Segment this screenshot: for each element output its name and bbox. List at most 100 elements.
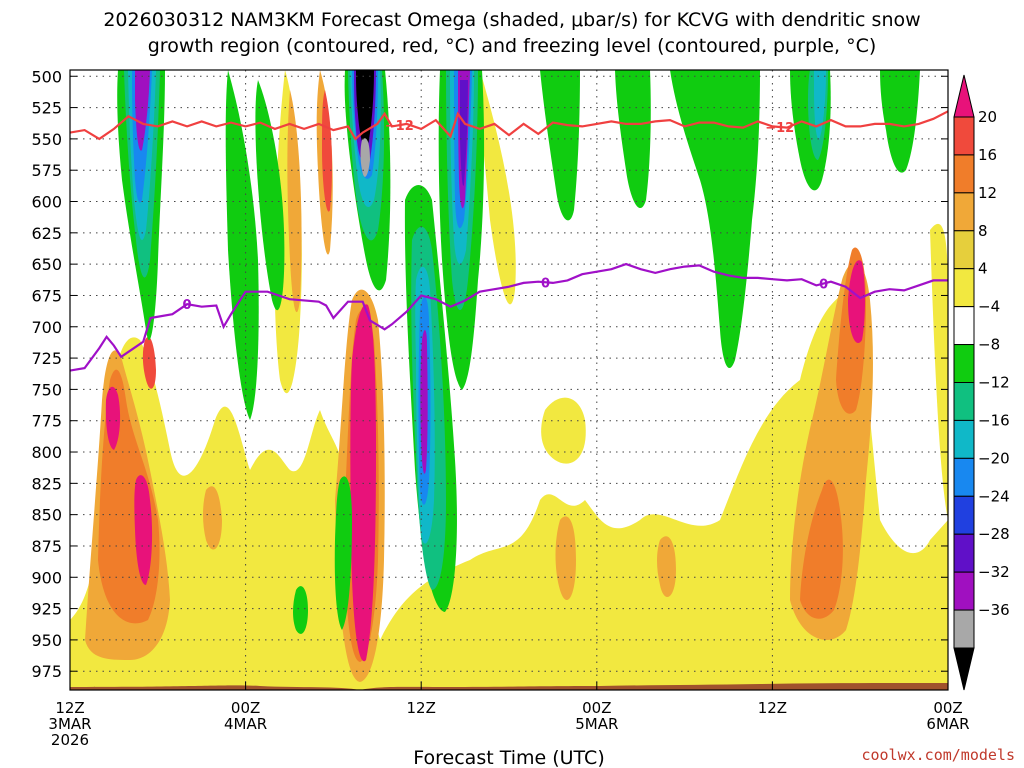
colorbar-label-4: 4 — [978, 260, 988, 278]
omega-region-darkorange-right — [800, 247, 866, 619]
colorbar-segment-6 — [953, 306, 975, 346]
colorbar-segment-3 — [953, 192, 975, 232]
y-tick-label-825: 825 — [31, 474, 62, 493]
colorbar-label-2: 12 — [978, 184, 997, 202]
y-tick-label-500: 500 — [31, 67, 62, 86]
omega-region-green-l — [293, 476, 352, 634]
x-tick-label-h36-1: 00Z — [582, 699, 611, 717]
frz-contour-label-0: 0 — [183, 298, 192, 313]
y-tick-label-550: 550 — [31, 130, 62, 149]
colorbar-label-0: 20 — [978, 108, 997, 126]
omega-core-magenta-left-upper — [105, 386, 121, 450]
omega-shading — [70, 70, 948, 690]
omega-region-cyan-right — [814, 70, 826, 140]
x-tick-label-h0-2: 3MAR — [48, 715, 91, 733]
colorbar-segment-8 — [953, 382, 975, 421]
dgz-contour-label-0: −12 — [385, 119, 414, 134]
colorbar-segment-4 — [953, 230, 975, 270]
y-tick-label-725: 725 — [31, 349, 62, 368]
freezing-level-contour — [70, 262, 948, 372]
x-tick-label-h36-2: 5MAR — [575, 715, 618, 733]
omega-region-scatter-yellow — [541, 397, 586, 464]
y-tick-label-700: 700 — [31, 318, 62, 337]
colorbar-segment-13 — [953, 571, 975, 611]
y-tick-label-675: 675 — [31, 286, 62, 305]
colorbar-segment-9 — [953, 419, 975, 459]
x-tick-label-h12-1: 00Z — [231, 699, 260, 717]
colorbar-label-9: −20 — [978, 449, 1010, 467]
omega-region-orange-upper-a — [287, 90, 302, 313]
y-tick-label-625: 625 — [31, 224, 62, 243]
x-tick-label-h0-1: 12Z — [55, 699, 84, 717]
omega-region-lowlevel-yellow — [70, 290, 948, 690]
omega-region-orange-low-spots — [203, 486, 676, 600]
omega-core-magenta-left-lower — [134, 475, 153, 585]
x-tick-label-h60-1: 00Z — [933, 699, 962, 717]
colorbar-label-6: −8 — [978, 336, 1000, 354]
colorbar-label-8: −16 — [978, 411, 1010, 429]
dgz-contour-label-1: −12 — [765, 121, 794, 136]
y-tick-label-800: 800 — [31, 443, 62, 462]
omega-core-purple-c — [420, 329, 428, 474]
colorbar-segment-1 — [953, 116, 975, 156]
x-tick-label-h24-1: 12Z — [407, 699, 436, 717]
y-tick-label-750: 750 — [31, 380, 62, 399]
y-tick-label-925: 925 — [31, 600, 62, 619]
credit-text: coolwx.com/models — [861, 746, 1015, 764]
omega-region-green-c — [255, 80, 285, 311]
colorbar-segment-7 — [953, 344, 975, 384]
y-axis: 500 525 550 575 600 625 650 675 700 725 750 775 800 8… — [31, 67, 948, 681]
colorbar-label-10: −24 — [978, 487, 1010, 505]
omega-core-magenta-mid — [350, 304, 376, 662]
chart-title-line2: growth region (contoured, red, °C) and f… — [148, 35, 877, 57]
omega-region-green-g — [540, 70, 580, 221]
colorbar-label-13: −36 — [978, 601, 1010, 619]
y-tick-label-850: 850 — [31, 506, 62, 525]
y-tick-label-775: 775 — [31, 412, 62, 431]
omega-region-green-k — [880, 70, 920, 173]
omega-core-magenta-right — [848, 260, 865, 344]
colorbar-segment-2 — [953, 154, 975, 194]
colorbar-label-1: 16 — [978, 146, 997, 164]
contour-labels: −12 −12 0 0 0 — [183, 119, 829, 313]
colorbar-segment-12 — [953, 533, 975, 573]
colorbar-label-3: 8 — [978, 222, 988, 240]
y-tick-label-875: 875 — [31, 537, 62, 556]
chart-title-line1: 2026030312 NAM3KM Forecast Omega (shaded… — [103, 9, 920, 31]
y-tick-label-650: 650 — [31, 255, 62, 274]
y-tick-label-525: 525 — [31, 99, 62, 118]
omega-region-green-b — [225, 70, 259, 420]
y-tick-label-575: 575 — [31, 161, 62, 180]
plot-frame — [69, 69, 949, 691]
plot-area: −12 −12 0 0 0 — [70, 70, 948, 690]
colorbar: 20 16 12 8 4 −4 −8 −12 −16 −20 −24 −28 −32 −36 — [953, 74, 1010, 691]
colorbar-top-triangle — [953, 74, 975, 118]
omega-core-gray-b — [360, 138, 370, 177]
dgz-top-contour — [70, 110, 948, 141]
ground-surface — [70, 683, 948, 690]
colorbar-segment-5 — [953, 268, 975, 308]
colorbar-bottom-triangle — [953, 647, 975, 691]
colorbar-label-7: −12 — [978, 374, 1010, 392]
x-axis-title: Forecast Time (UTC) — [413, 747, 604, 768]
x-tick-label-h60-2: 6MAR — [926, 715, 969, 733]
omega-core-purple-a — [135, 70, 150, 151]
omega-core-violet-d — [460, 80, 468, 186]
x-tick-label-h48-1: 12Z — [758, 699, 787, 717]
y-tick-label-600: 600 — [31, 193, 62, 212]
colorbar-label-12: −32 — [978, 563, 1010, 581]
colorbar-segment-11 — [953, 495, 975, 535]
omega-region-green-h — [615, 70, 651, 209]
y-tick-label-900: 900 — [31, 568, 62, 587]
colorbar-segment-10 — [953, 457, 975, 497]
omega-region-green-i — [670, 70, 760, 369]
x-tick-label-h12-2: 4MAR — [224, 715, 267, 733]
y-tick-label-975: 975 — [31, 662, 62, 681]
frz-contour-label-2: 0 — [819, 278, 828, 293]
y-tick-label-950: 950 — [31, 631, 62, 650]
frz-contour-label-1: 0 — [541, 276, 550, 291]
x-tick-label-h0-3: 2026 — [51, 731, 89, 749]
colorbar-label-11: −28 — [978, 525, 1010, 543]
